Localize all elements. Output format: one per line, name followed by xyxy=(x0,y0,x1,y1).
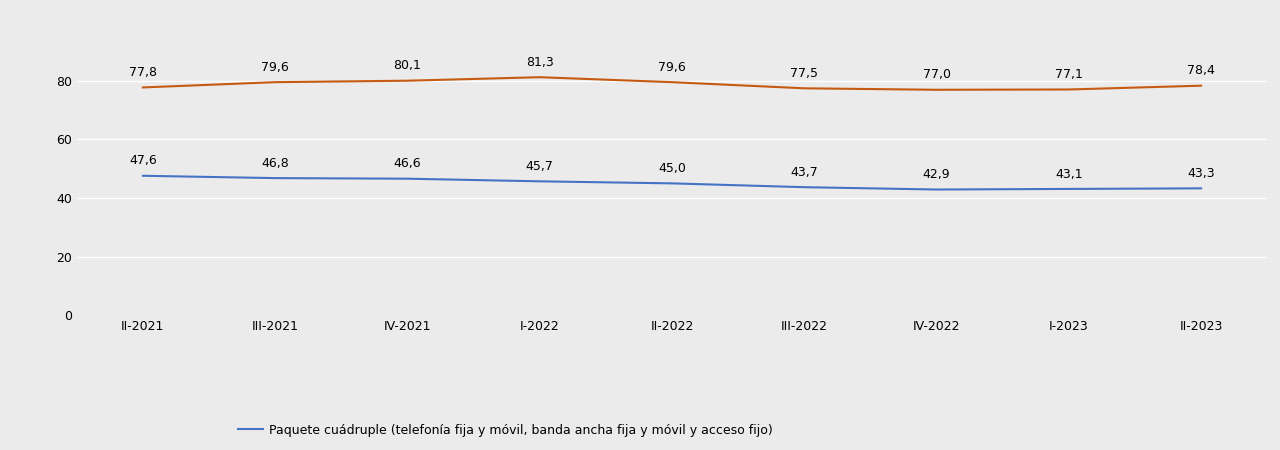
Text: 79,6: 79,6 xyxy=(658,61,686,74)
Text: 45,7: 45,7 xyxy=(526,160,554,173)
Text: 47,6: 47,6 xyxy=(129,154,157,167)
Text: 77,0: 77,0 xyxy=(923,68,951,81)
Text: 43,7: 43,7 xyxy=(790,166,818,179)
Text: 42,9: 42,9 xyxy=(923,168,950,181)
Text: 43,1: 43,1 xyxy=(1055,167,1083,180)
Text: 43,3: 43,3 xyxy=(1188,167,1215,180)
Text: 46,8: 46,8 xyxy=(261,157,289,170)
Text: 80,1: 80,1 xyxy=(393,59,421,72)
Text: 79,6: 79,6 xyxy=(261,61,289,74)
Text: 46,6: 46,6 xyxy=(394,158,421,171)
Text: 45,0: 45,0 xyxy=(658,162,686,175)
Text: 77,8: 77,8 xyxy=(129,66,157,79)
Text: 77,1: 77,1 xyxy=(1055,68,1083,81)
Text: 78,4: 78,4 xyxy=(1187,64,1215,77)
Text: 77,5: 77,5 xyxy=(790,67,818,80)
Text: 81,3: 81,3 xyxy=(526,56,554,69)
Legend: Paquete cuádruple (telefonía fija y móvil, banda ancha fija y móvil y acceso fij: Paquete cuádruple (telefonía fija y móvi… xyxy=(238,423,849,450)
